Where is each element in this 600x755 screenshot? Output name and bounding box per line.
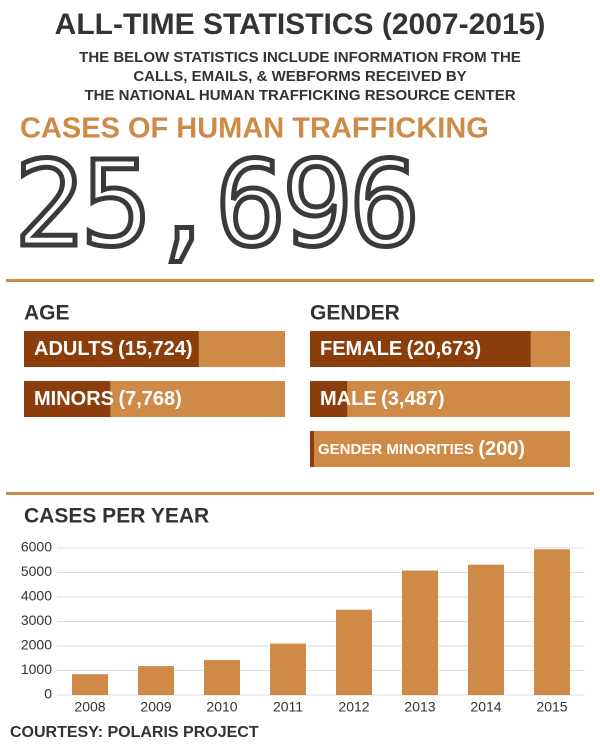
share-name: FEMALE (320, 338, 402, 360)
x-tick-label: 2010 (206, 699, 237, 715)
share-bar-fill (310, 431, 314, 467)
bar (138, 666, 174, 695)
x-tick-label: 2013 (404, 699, 435, 715)
share-name: MINORS (34, 388, 114, 410)
bar (270, 643, 306, 695)
share-label: GENDER MINORITIES (200) (318, 438, 525, 460)
y-tick-label: 4000 (21, 588, 52, 604)
credit: COURTESY: POLARIS PROJECT (10, 724, 259, 741)
x-tick-label: 2011 (273, 699, 303, 715)
x-tick-label: 2015 (536, 699, 567, 715)
y-tick-label: 3000 (21, 612, 52, 628)
group-title: GENDER (310, 302, 400, 325)
cases-total: 25,696 (14, 135, 416, 273)
subtitle-line: CALLS, EMAILS, & WEBFORMS RECEIVED BY (133, 68, 466, 85)
share-bar-fill (24, 331, 199, 367)
group-title: AGE (24, 302, 70, 325)
x-tick-label: 2012 (338, 699, 369, 715)
divider (6, 492, 594, 495)
subtitle-line: THE NATIONAL HUMAN TRAFFICKING RESOURCE … (84, 87, 515, 104)
bar (204, 659, 240, 695)
share-name: ADULTS (34, 338, 114, 360)
share-label: MALE (3,487) (320, 388, 445, 410)
x-tick-label: 2014 (470, 699, 501, 715)
bar (336, 609, 372, 695)
share-value: (200) (478, 438, 525, 460)
share-label: FEMALE (20,673) (320, 338, 481, 360)
share-value: (20,673) (407, 338, 482, 360)
y-tick-label: 6000 (21, 539, 52, 555)
chart-title: CASES PER YEAR (24, 505, 209, 528)
share-value: (7,768) (118, 388, 181, 410)
y-tick-label: 1000 (21, 661, 52, 677)
share-name: MALE (320, 388, 377, 410)
share-value: (15,724) (118, 338, 193, 360)
share-bar-fill (310, 331, 531, 367)
share-name: GENDER MINORITIES (318, 441, 474, 458)
y-tick-label: 0 (44, 686, 52, 702)
page-title: ALL-TIME STATISTICS (2007-2015) (55, 8, 546, 41)
bar (534, 549, 570, 695)
share-bar-track (310, 381, 570, 417)
y-tick-label: 5000 (21, 563, 52, 579)
share-label: MINORS (7,768) (34, 388, 182, 410)
x-tick-label: 2008 (74, 699, 105, 715)
share-value: (3,487) (381, 388, 444, 410)
share-bar-track (310, 431, 570, 467)
x-tick-label: 2009 (140, 699, 171, 715)
share-label: ADULTS (15,724) (34, 338, 193, 360)
cases-label: CASES OF HUMAN TRAFFICKING (20, 113, 489, 145)
share-bar-fill (310, 381, 348, 417)
bar (468, 564, 504, 695)
divider (6, 279, 594, 282)
subtitle-line: THE BELOW STATISTICS INCLUDE INFORMATION… (79, 49, 521, 66)
bar (402, 570, 438, 695)
bar (72, 674, 108, 695)
y-tick-label: 2000 (21, 637, 52, 653)
share-bar-fill (24, 381, 111, 417)
